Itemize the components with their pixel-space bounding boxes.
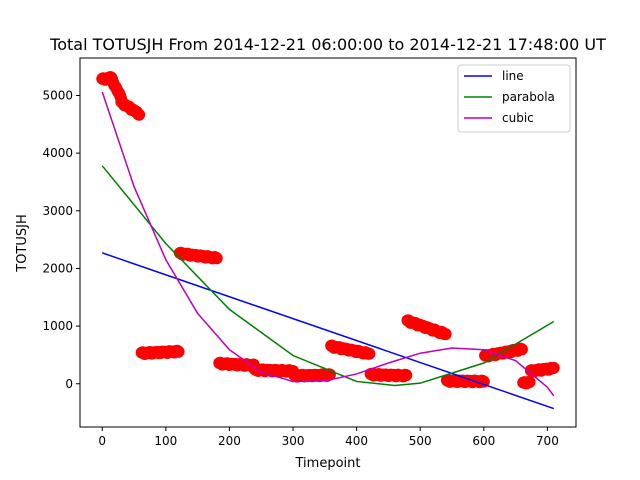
legend-label-parabola: parabola xyxy=(502,90,555,104)
legend: line parabola cubic xyxy=(457,64,571,133)
legend-box xyxy=(457,64,571,133)
y-axis-label: TOTUSJH xyxy=(15,214,30,273)
x-tick-label: 700 xyxy=(536,434,559,448)
y-tick-label: 4000 xyxy=(42,146,73,160)
legend-label-cubic: cubic xyxy=(502,111,534,125)
plot-area xyxy=(79,57,577,428)
x-tick-label: 600 xyxy=(472,434,495,448)
scatter-point xyxy=(400,369,413,382)
x-tick-label: 0 xyxy=(98,434,106,448)
scatter-point xyxy=(133,108,146,121)
x-axis: 0 100 200 300 400 500 600 700 xyxy=(98,427,559,448)
series-line-cubic xyxy=(101,91,555,397)
scatter-point xyxy=(439,328,452,341)
scatter-point xyxy=(547,361,560,374)
scatter-point xyxy=(523,376,536,389)
legend-label-line: line xyxy=(502,69,524,83)
axes-frame xyxy=(79,57,577,428)
scatter-point xyxy=(515,343,528,356)
series-line-parabola xyxy=(101,165,555,387)
scatter-point xyxy=(210,252,223,265)
x-tick-label: 500 xyxy=(409,434,432,448)
x-tick-label: 400 xyxy=(345,434,368,448)
series-line-line xyxy=(102,252,554,410)
y-tick-label: 3000 xyxy=(42,204,73,218)
x-tick-label: 300 xyxy=(282,434,305,448)
x-tick-label: 100 xyxy=(154,434,177,448)
chart-title: Total TOTUSJH From 2014-12-21 06:00:00 t… xyxy=(49,35,606,54)
x-tick-label: 200 xyxy=(218,434,241,448)
scatter-point xyxy=(363,347,376,360)
y-tick-label: 0 xyxy=(65,377,73,391)
scatter-point xyxy=(172,345,185,358)
y-tick-label: 1000 xyxy=(42,319,73,333)
y-tick-label: 5000 xyxy=(42,88,73,102)
y-axis: 0 1000 2000 3000 4000 5000 xyxy=(42,88,80,391)
x-axis-label: Timepoint xyxy=(295,456,361,471)
y-tick-label: 2000 xyxy=(42,261,73,275)
